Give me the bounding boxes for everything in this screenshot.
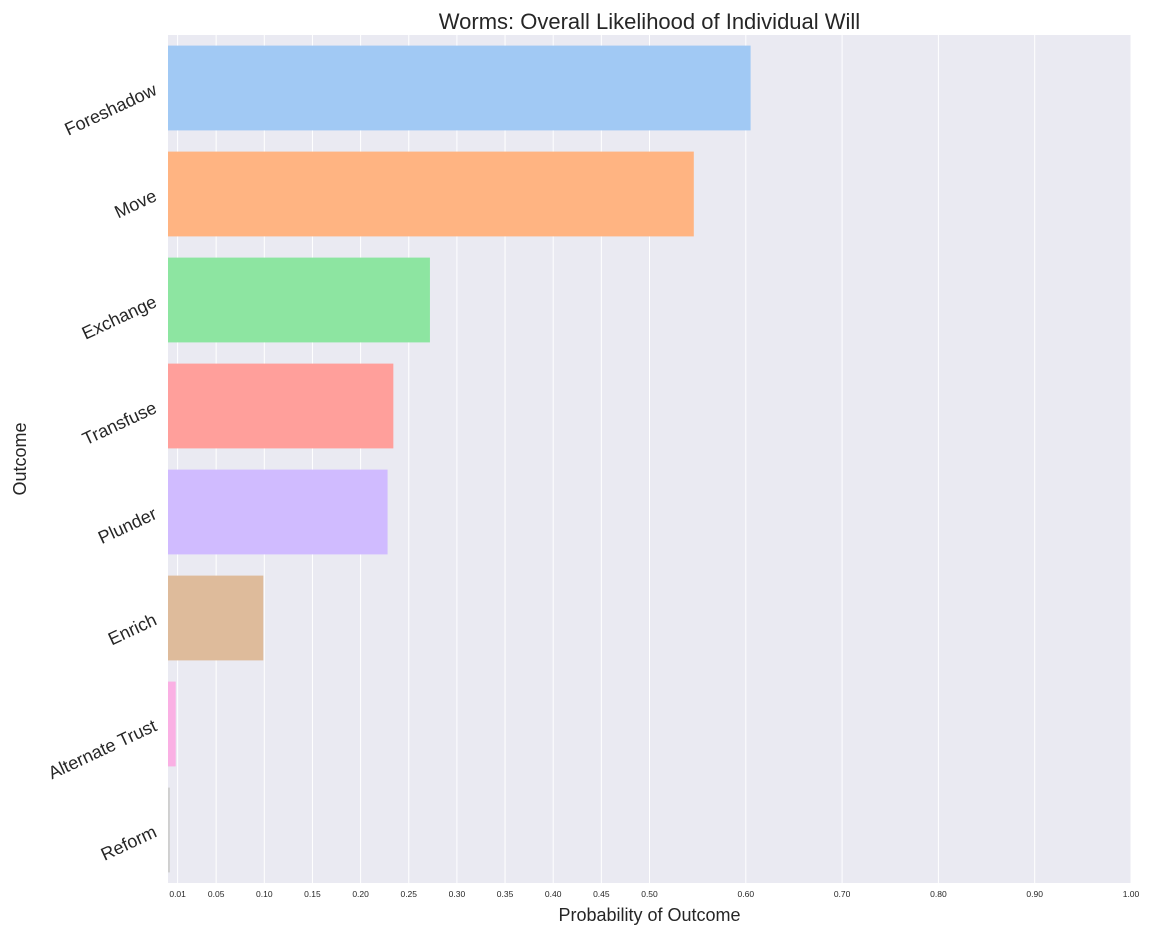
y-tick-label: Reform bbox=[98, 821, 160, 864]
y-tick-label: Transfuse bbox=[79, 397, 159, 449]
bar-exchange bbox=[168, 257, 430, 343]
x-tick-label: 1.00 bbox=[1123, 889, 1140, 899]
x-tick-label: 0.25 bbox=[400, 889, 417, 899]
x-tick-label: 0.60 bbox=[738, 889, 755, 899]
x-tick-label: 0.90 bbox=[1026, 889, 1043, 899]
x-tick-label: 0.45 bbox=[593, 889, 610, 899]
x-tick-label: 0.10 bbox=[256, 889, 273, 899]
y-tick-label: Alternate Trust bbox=[45, 715, 160, 783]
bar-move bbox=[168, 151, 694, 237]
x-tick-label: 0.15 bbox=[304, 889, 321, 899]
x-tick-label: 0.35 bbox=[497, 889, 514, 899]
chart-title: Worms: Overall Likelihood of Individual … bbox=[439, 9, 860, 34]
y-tick-label: Exchange bbox=[79, 291, 160, 343]
x-tick-label: 0.40 bbox=[545, 889, 562, 899]
x-tick-label: 0.05 bbox=[208, 889, 225, 899]
y-tick-labels: Foreshadow Move Exchange Transfuse Plunder En… bbox=[45, 79, 160, 864]
bar-transfuse bbox=[168, 363, 394, 449]
y-tick-label: Move bbox=[111, 185, 159, 222]
y-tick-label: Foreshadow bbox=[61, 79, 160, 139]
bar-enrich bbox=[168, 575, 264, 661]
x-tick-label: 0.80 bbox=[930, 889, 947, 899]
y-tick-label: Plunder bbox=[95, 503, 160, 547]
bar-foreshadow bbox=[168, 45, 751, 131]
bars bbox=[168, 45, 751, 873]
x-tick-label: 0.30 bbox=[449, 889, 466, 899]
bar-plunder bbox=[168, 469, 388, 555]
x-tick-label: 0.50 bbox=[641, 889, 658, 899]
y-tick-label: Enrich bbox=[105, 609, 160, 649]
bar-reform bbox=[168, 787, 170, 873]
x-tick-label: 0.01 bbox=[169, 889, 186, 899]
x-tick-labels: 0.01 0.05 0.10 0.15 0.20 0.25 0.30 0.35 0.40 0.45… bbox=[169, 889, 1139, 899]
bar-alternate-trust bbox=[168, 681, 176, 767]
x-axis-label: Probability of Outcome bbox=[558, 905, 740, 925]
y-axis-label: Outcome bbox=[10, 422, 30, 495]
x-tick-label: 0.70 bbox=[834, 889, 851, 899]
x-tick-label: 0.20 bbox=[352, 889, 369, 899]
